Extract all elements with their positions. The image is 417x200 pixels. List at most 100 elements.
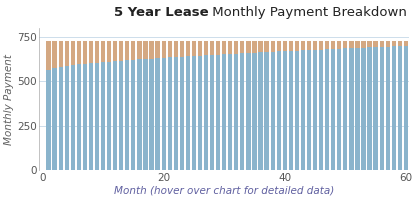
Bar bbox=[173, 41, 178, 57]
Bar bbox=[307, 41, 311, 50]
Bar bbox=[83, 41, 87, 64]
Bar bbox=[362, 41, 366, 48]
Bar bbox=[386, 41, 390, 47]
Bar bbox=[77, 64, 81, 170]
Bar bbox=[319, 50, 323, 170]
Bar bbox=[343, 41, 347, 48]
Bar bbox=[349, 48, 354, 170]
Bar bbox=[119, 41, 123, 61]
Bar bbox=[246, 53, 251, 170]
Bar bbox=[168, 41, 172, 57]
Bar bbox=[180, 41, 184, 57]
Bar bbox=[392, 41, 396, 46]
Bar bbox=[240, 41, 244, 53]
Bar bbox=[228, 54, 232, 170]
Bar bbox=[271, 41, 275, 52]
Bar bbox=[398, 41, 402, 46]
Bar bbox=[156, 41, 160, 58]
Bar bbox=[362, 48, 366, 170]
Bar bbox=[192, 56, 196, 170]
Bar bbox=[246, 41, 251, 53]
Bar bbox=[70, 65, 75, 170]
Bar bbox=[53, 41, 57, 68]
Bar bbox=[58, 67, 63, 170]
Bar bbox=[301, 50, 305, 170]
Bar bbox=[131, 41, 136, 60]
Bar bbox=[313, 41, 317, 50]
Bar bbox=[349, 41, 354, 48]
Y-axis label: Monthly Payment: Monthly Payment bbox=[4, 54, 14, 145]
Text: 5 Year Lease: 5 Year Lease bbox=[114, 6, 208, 19]
Bar bbox=[379, 41, 384, 47]
Bar bbox=[301, 41, 305, 50]
Bar bbox=[264, 52, 269, 170]
Bar bbox=[404, 46, 408, 170]
Bar bbox=[95, 63, 99, 170]
Bar bbox=[228, 41, 232, 54]
Bar bbox=[65, 66, 69, 170]
Bar bbox=[101, 41, 105, 62]
Bar bbox=[173, 57, 178, 170]
Bar bbox=[113, 61, 117, 170]
Bar bbox=[180, 57, 184, 170]
Bar bbox=[337, 49, 342, 170]
Bar bbox=[379, 47, 384, 170]
Bar bbox=[234, 54, 239, 170]
Bar bbox=[156, 58, 160, 170]
Bar bbox=[210, 41, 214, 55]
Text: Monthly Payment Breakdown: Monthly Payment Breakdown bbox=[208, 6, 407, 19]
Bar bbox=[240, 53, 244, 170]
Bar bbox=[271, 52, 275, 170]
Bar bbox=[374, 41, 378, 47]
Bar bbox=[204, 55, 208, 170]
Bar bbox=[186, 56, 190, 170]
Bar bbox=[337, 41, 342, 49]
Bar bbox=[331, 49, 335, 170]
Bar bbox=[216, 55, 220, 170]
Bar bbox=[46, 41, 51, 70]
Bar bbox=[307, 50, 311, 170]
Bar bbox=[295, 41, 299, 51]
Bar bbox=[77, 41, 81, 64]
Bar bbox=[107, 41, 111, 62]
Bar bbox=[204, 41, 208, 55]
Bar bbox=[149, 41, 153, 59]
Bar bbox=[367, 41, 372, 47]
Bar bbox=[210, 55, 214, 170]
Bar bbox=[222, 54, 226, 170]
Bar bbox=[198, 56, 202, 170]
Bar bbox=[192, 41, 196, 56]
Bar bbox=[149, 59, 153, 170]
Bar bbox=[313, 50, 317, 170]
Bar bbox=[186, 41, 190, 56]
Bar bbox=[46, 70, 51, 170]
Bar bbox=[325, 41, 329, 49]
Bar bbox=[161, 41, 166, 58]
Bar bbox=[276, 41, 281, 51]
Bar bbox=[283, 41, 287, 51]
Bar bbox=[83, 64, 87, 170]
Bar bbox=[234, 41, 239, 54]
Bar bbox=[404, 41, 408, 46]
Bar bbox=[259, 52, 263, 170]
Bar bbox=[222, 41, 226, 54]
Bar bbox=[374, 47, 378, 170]
Bar bbox=[198, 41, 202, 56]
Bar bbox=[125, 60, 129, 170]
Bar bbox=[295, 51, 299, 170]
Bar bbox=[168, 57, 172, 170]
Bar bbox=[319, 41, 323, 50]
Bar bbox=[252, 53, 256, 170]
Bar bbox=[252, 41, 256, 53]
Bar bbox=[70, 41, 75, 65]
Bar bbox=[143, 59, 148, 170]
Bar bbox=[143, 41, 148, 59]
Bar bbox=[161, 58, 166, 170]
Bar bbox=[53, 68, 57, 170]
Bar bbox=[101, 62, 105, 170]
Bar bbox=[113, 41, 117, 61]
Bar bbox=[131, 60, 136, 170]
Bar bbox=[137, 41, 141, 59]
Bar bbox=[398, 46, 402, 170]
Bar bbox=[89, 41, 93, 63]
